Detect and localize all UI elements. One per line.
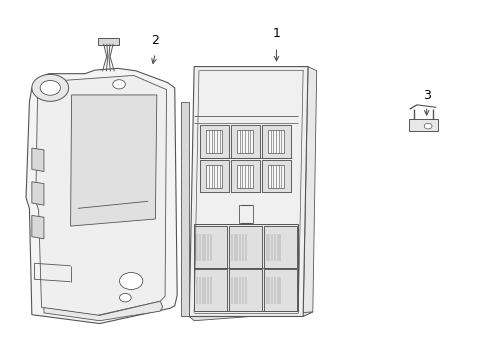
Polygon shape <box>229 226 262 268</box>
Circle shape <box>120 293 131 302</box>
Polygon shape <box>231 160 260 192</box>
Polygon shape <box>194 224 298 311</box>
Polygon shape <box>264 270 297 311</box>
Polygon shape <box>264 226 297 268</box>
Polygon shape <box>200 125 229 158</box>
Text: 1: 1 <box>272 27 280 40</box>
Circle shape <box>424 123 432 129</box>
Polygon shape <box>262 160 291 192</box>
Polygon shape <box>194 226 227 268</box>
Polygon shape <box>44 301 163 321</box>
Polygon shape <box>231 125 260 158</box>
Polygon shape <box>206 130 222 153</box>
Circle shape <box>120 273 143 289</box>
Polygon shape <box>36 76 167 315</box>
Circle shape <box>113 80 125 89</box>
Polygon shape <box>71 95 157 226</box>
Polygon shape <box>303 67 317 316</box>
Polygon shape <box>409 119 438 131</box>
Polygon shape <box>268 130 284 153</box>
Text: 2: 2 <box>151 34 159 47</box>
Polygon shape <box>189 312 313 321</box>
Polygon shape <box>181 102 189 316</box>
Circle shape <box>40 80 60 95</box>
Polygon shape <box>32 182 44 205</box>
Polygon shape <box>26 68 177 324</box>
Text: 3: 3 <box>423 89 431 102</box>
Polygon shape <box>229 270 262 311</box>
Polygon shape <box>98 37 119 45</box>
Polygon shape <box>32 148 44 171</box>
Polygon shape <box>237 165 253 188</box>
Polygon shape <box>268 165 284 188</box>
Polygon shape <box>194 270 227 311</box>
Polygon shape <box>206 165 222 188</box>
Polygon shape <box>200 160 229 192</box>
Polygon shape <box>239 205 253 222</box>
Polygon shape <box>262 125 291 158</box>
Polygon shape <box>189 67 308 316</box>
Circle shape <box>32 75 69 101</box>
Polygon shape <box>32 215 44 239</box>
Polygon shape <box>237 130 253 153</box>
